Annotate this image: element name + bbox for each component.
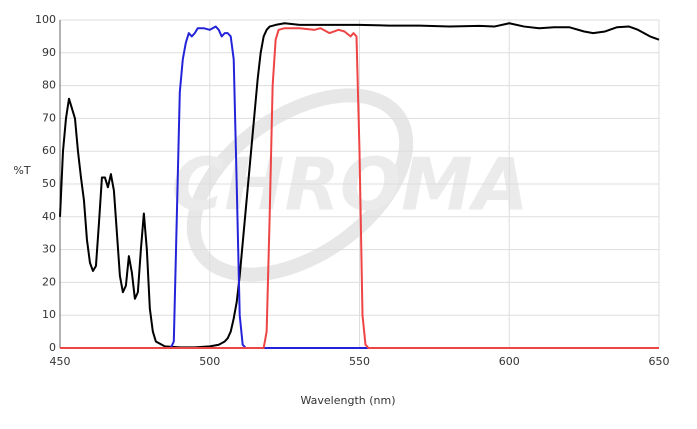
y-tick-label: 0: [49, 341, 56, 354]
x-tick-label: 450: [50, 355, 71, 368]
y-tick-label: 70: [42, 111, 56, 124]
y-axis-label: %T: [13, 164, 30, 177]
y-tick-label: 50: [42, 177, 56, 190]
x-tick-label: 600: [499, 355, 520, 368]
watermark-group: CHROMA: [171, 88, 529, 282]
y-tick-label: 40: [42, 210, 56, 223]
spectrum-line: [60, 25, 659, 349]
watermark: CHROMA: [171, 143, 528, 227]
y-tick-label: 60: [42, 144, 56, 157]
y-tick-label: 20: [42, 275, 56, 288]
y-tick-label: 100: [35, 13, 56, 26]
watermark-swoosh: [186, 88, 414, 282]
x-tick-label: 650: [649, 355, 670, 368]
y-tick-label: 10: [42, 308, 56, 321]
y-tick-label: 80: [42, 79, 56, 92]
x-tick-label: 550: [349, 355, 370, 368]
y-tick-label: 90: [42, 46, 56, 59]
spectrum-line: [60, 27, 659, 349]
spectrum-line: [59, 22, 660, 349]
x-axis-label: Wavelength (nm): [300, 394, 395, 407]
x-tick-label: 500: [199, 355, 220, 368]
y-tick-label: 30: [42, 243, 56, 256]
